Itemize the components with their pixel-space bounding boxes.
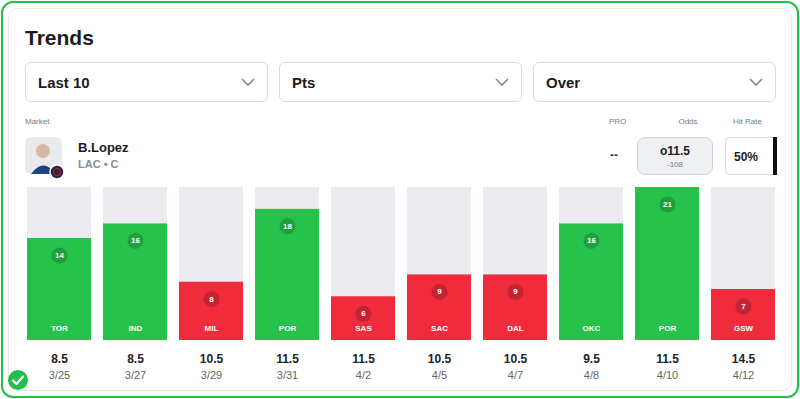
svg-text:11.5: 11.5 — [276, 352, 299, 366]
svg-text:21: 21 — [663, 200, 672, 209]
svg-text:8.5: 8.5 — [127, 352, 144, 366]
svg-text:3/29: 3/29 — [201, 369, 222, 381]
html-text:Pts: Pts — [292, 74, 316, 91]
svg-text:4/5: 4/5 — [432, 369, 447, 381]
html-text:Trends: Trends — [25, 26, 94, 49]
svg-text:16: 16 — [587, 236, 596, 245]
html-text:B.Lopez: B.Lopez — [78, 140, 129, 155]
svg-text:GSW: GSW — [734, 324, 754, 333]
html-text:Over: Over — [546, 74, 581, 91]
svg-text:4/12: 4/12 — [733, 369, 754, 381]
svg-text:4/2: 4/2 — [356, 369, 371, 381]
svg-text:3/31: 3/31 — [277, 369, 298, 381]
svg-text:11.5: 11.5 — [656, 352, 679, 366]
svg-text:4/10: 4/10 — [657, 369, 678, 381]
svg-text:10.5: 10.5 — [200, 352, 224, 366]
html-text:Last 10: Last 10 — [38, 74, 90, 91]
svg-text:10.5: 10.5 — [428, 352, 452, 366]
html-text:Odds: Odds — [678, 117, 698, 126]
svg-text:9.5: 9.5 — [583, 352, 600, 366]
svg-text:9: 9 — [437, 287, 442, 296]
svg-text:6: 6 — [361, 309, 366, 318]
html-text:Hit Rate: Hit Rate — [733, 117, 762, 126]
svg-text:18: 18 — [283, 222, 292, 231]
svg-text:14: 14 — [55, 251, 64, 260]
svg-text:TOR: TOR — [51, 324, 68, 333]
html-text:LAC • C: LAC • C — [78, 158, 119, 170]
svg-text:3/25: 3/25 — [49, 369, 70, 381]
svg-text:MIL: MIL — [205, 324, 219, 333]
svg-text:IND: IND — [129, 324, 143, 333]
html-text:PRO: PRO — [609, 117, 627, 126]
svg-text:POR: POR — [279, 324, 297, 333]
svg-text:4/8: 4/8 — [584, 369, 599, 381]
svg-text:7: 7 — [741, 302, 746, 311]
html-text:Market: Market — [25, 117, 50, 126]
svg-text:8: 8 — [209, 295, 214, 304]
html-text:50%: 50% — [734, 150, 758, 164]
svg-text:3/27: 3/27 — [125, 369, 146, 381]
svg-text:8.5: 8.5 — [51, 352, 68, 366]
svg-text:16: 16 — [131, 236, 140, 245]
svg-text:10.5: 10.5 — [504, 352, 528, 366]
svg-text:OKC: OKC — [583, 324, 601, 333]
svg-text:SAS: SAS — [355, 324, 372, 333]
svg-text:DAL: DAL — [507, 324, 524, 333]
svg-text:9: 9 — [513, 287, 518, 296]
svg-text:SAC: SAC — [431, 324, 448, 333]
svg-text:POR: POR — [659, 324, 677, 333]
html-text:o11.5: o11.5 — [660, 144, 690, 158]
svg-text:11.5: 11.5 — [352, 352, 375, 366]
html-text:-108: -108 — [667, 160, 683, 169]
svg-text:4/7: 4/7 — [508, 369, 523, 381]
svg-text:14.5: 14.5 — [732, 352, 756, 366]
